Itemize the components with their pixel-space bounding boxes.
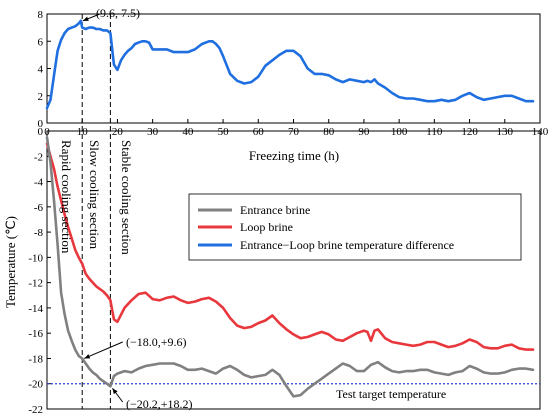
loop-brine-series-line — [45, 142, 535, 351]
point-b-annotation: (−20.2,+18.2) — [126, 397, 193, 411]
difference-series-line — [45, 19, 535, 110]
bottom-y-tick-label: 0 — [38, 126, 44, 138]
point-a-annotation: (−18.0,+9.6) — [126, 335, 187, 349]
peak-annotation-arrow-head — [82, 16, 89, 21]
x-tick-label: 30 — [147, 126, 159, 138]
bottom-y-tick-label: -16 — [28, 328, 43, 340]
bottom-y-tick-label: -2 — [34, 151, 43, 163]
x-tick-label: 70 — [288, 126, 300, 138]
x-tick-label: 40 — [182, 126, 194, 138]
top-y-tick-label: 0 — [38, 118, 44, 130]
bottom-y-tick-label: -6 — [34, 202, 44, 214]
legend-label-entrance: Entrance brine — [240, 203, 310, 217]
point-a-annotation-arrow-head — [84, 354, 91, 359]
point-b-annotation-arrow-head — [112, 388, 118, 395]
x-axis-title: Freezing time (h) — [249, 148, 339, 163]
bottom-y-tick-label: -20 — [28, 379, 43, 391]
x-tick-label: 130 — [497, 126, 514, 138]
y-axis-title: Temperature (℃) — [3, 216, 18, 308]
bottom-y-tick-label: -22 — [28, 404, 43, 416]
bottom-y-tick-label: -14 — [28, 303, 43, 315]
x-tick-label: 100 — [391, 126, 408, 138]
legend-label-loop: Loop brine — [240, 220, 293, 234]
x-tick-label: 90 — [358, 126, 370, 138]
top-plot-frame — [46, 13, 541, 124]
bottom-y-tick-label: -18 — [28, 353, 43, 365]
legend-label-difference: Entrance−Loop brine temperature differen… — [240, 238, 454, 252]
entrance-brine-series-line — [45, 136, 535, 398]
bottom-y-tick-label: -4 — [34, 177, 44, 189]
target-line-label: Test target temperature — [336, 387, 446, 401]
x-tick-label: 80 — [323, 126, 335, 138]
top-y-tick-label: 4 — [38, 64, 44, 76]
bottom-plot-frame — [46, 130, 541, 410]
bottom-y-tick-label: -12 — [28, 278, 43, 290]
section-label-slow: Slow cooling section — [87, 140, 102, 250]
top-y-tick-label: 6 — [38, 36, 44, 48]
x-tick-label: 60 — [253, 126, 265, 138]
top-y-tick-label: 2 — [38, 91, 44, 103]
x-tick-label: 110 — [426, 126, 443, 138]
peak-annotation: (9.6, 7.5) — [96, 6, 140, 20]
legend: Entrance brine Loop brine Entrance−Loop … — [188, 193, 522, 261]
bottom-y-tick-label: -8 — [34, 227, 44, 239]
x-tick-label: 20 — [112, 126, 124, 138]
point-a-annotation-arrow — [84, 341, 123, 359]
x-tick-label: 50 — [218, 126, 230, 138]
bottom-y-tick-label: -10 — [28, 252, 43, 264]
section-label-stable: Stable cooling section — [119, 140, 134, 255]
x-tick-label: 120 — [461, 126, 478, 138]
top-y-tick-label: 8 — [38, 9, 44, 21]
x-tick-label: 0 — [44, 126, 50, 138]
section-label-rapid: Rapid cooling section — [59, 140, 74, 254]
x-tick-label: 10 — [77, 126, 89, 138]
x-tick-label: 140 — [532, 126, 549, 138]
